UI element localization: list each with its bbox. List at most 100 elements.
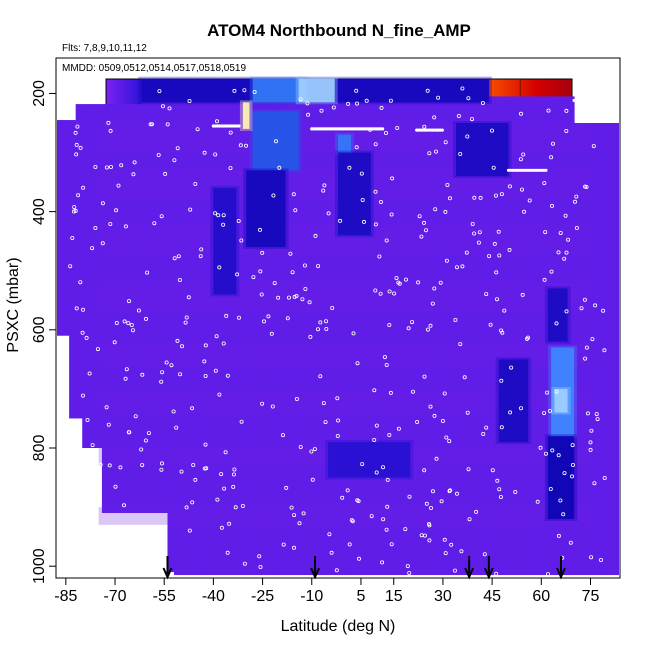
observation-point <box>323 319 328 324</box>
observation-point <box>405 564 410 569</box>
observation-point <box>273 139 278 144</box>
observation-point <box>432 286 437 291</box>
heatmap-column <box>233 79 241 576</box>
observation-point <box>562 471 567 476</box>
observation-point <box>277 165 282 170</box>
observation-point <box>323 420 328 425</box>
observation-point <box>546 108 551 113</box>
observation-point <box>184 505 189 510</box>
observation-point <box>566 237 571 242</box>
observation-point <box>133 414 138 419</box>
heatmap-column <box>574 123 582 576</box>
y-axis-label: PSXC (mbar) <box>5 257 22 352</box>
heatmap-column <box>219 79 228 576</box>
heatmap-enhanced-cell <box>498 359 529 443</box>
observation-point <box>184 315 189 320</box>
y-tick-label: 600 <box>31 316 48 343</box>
observation-point <box>544 168 548 172</box>
observation-point <box>217 265 222 270</box>
observation-point <box>270 404 275 409</box>
observation-point <box>251 275 256 280</box>
heatmap-column <box>456 79 464 576</box>
observation-point <box>350 519 355 524</box>
observation-point <box>570 443 575 448</box>
observation-point <box>203 343 208 348</box>
observation-point <box>373 222 378 227</box>
observation-point <box>257 227 262 232</box>
observation-point <box>484 292 489 297</box>
observation-point <box>354 145 359 150</box>
observation-point <box>497 253 502 258</box>
observation-point <box>293 208 298 213</box>
heatmap-enhanced-cell <box>213 188 237 295</box>
observation-point <box>324 326 329 331</box>
observation-point <box>301 511 306 516</box>
heatmap-column <box>259 79 267 576</box>
observation-point <box>507 247 512 252</box>
observation-point <box>281 542 286 547</box>
observation-point <box>558 230 563 235</box>
heatmap-column <box>482 79 490 576</box>
observation-point <box>498 494 503 499</box>
observation-point <box>588 440 593 445</box>
observation-point <box>396 280 401 285</box>
observation-point <box>447 439 452 444</box>
observation-point <box>374 470 379 475</box>
observation-point <box>326 211 331 216</box>
observation-point <box>176 254 181 259</box>
heatmap-enhanced-cell <box>338 152 371 236</box>
observation-point <box>430 301 435 306</box>
observation-point <box>303 286 308 291</box>
observation-point <box>330 305 335 310</box>
observation-point <box>119 163 124 168</box>
observation-point <box>258 269 263 274</box>
x-axis-label: Latitude (deg N) <box>281 618 396 635</box>
dates-subtitle: MMDD: 0509,0512,0514,0517,0518,0519 <box>62 63 246 74</box>
heatmap-column <box>318 79 326 576</box>
observation-point <box>178 372 183 377</box>
heatmap-column <box>429 79 437 576</box>
observation-point <box>494 297 499 302</box>
observation-point <box>307 300 312 305</box>
observation-point <box>292 513 297 518</box>
observation-point <box>406 326 411 331</box>
observation-point <box>432 413 437 418</box>
observation-point <box>502 308 507 313</box>
observation-point <box>551 141 556 146</box>
observation-point <box>592 481 597 486</box>
observation-point <box>494 270 499 275</box>
observation-point <box>395 126 400 131</box>
observation-point <box>214 119 219 124</box>
heatmap-column <box>167 79 175 573</box>
observation-point <box>428 505 433 510</box>
observation-point <box>90 246 95 251</box>
heatmap-enhanced-cell <box>252 111 299 171</box>
observation-point <box>480 101 485 106</box>
observation-point <box>269 331 274 336</box>
marker-arrow-head <box>464 567 475 580</box>
heatmap-column <box>57 120 64 336</box>
chart-title: ATOM4 Northbound N_fine_AMP <box>207 21 471 40</box>
observation-point <box>373 189 378 194</box>
observation-point <box>545 390 550 395</box>
heatmap-column <box>488 96 496 576</box>
observation-point <box>100 201 105 206</box>
observation-point <box>507 184 512 189</box>
observation-point <box>257 554 262 559</box>
observation-point <box>122 503 127 508</box>
heatmap-column <box>580 123 588 576</box>
observation-point <box>432 115 437 120</box>
observation-point <box>124 367 129 372</box>
observation-point <box>71 209 76 214</box>
x-tick-label: 5 <box>357 588 366 605</box>
observation-point <box>202 359 207 364</box>
heatmap-column <box>475 79 483 576</box>
observation-point <box>148 122 153 127</box>
observation-point <box>81 393 86 398</box>
heatmap-column <box>370 79 378 576</box>
heatmap-column <box>187 79 195 576</box>
observation-point <box>384 527 389 532</box>
heatmap-column <box>311 79 319 576</box>
heatmap-column <box>390 79 398 576</box>
